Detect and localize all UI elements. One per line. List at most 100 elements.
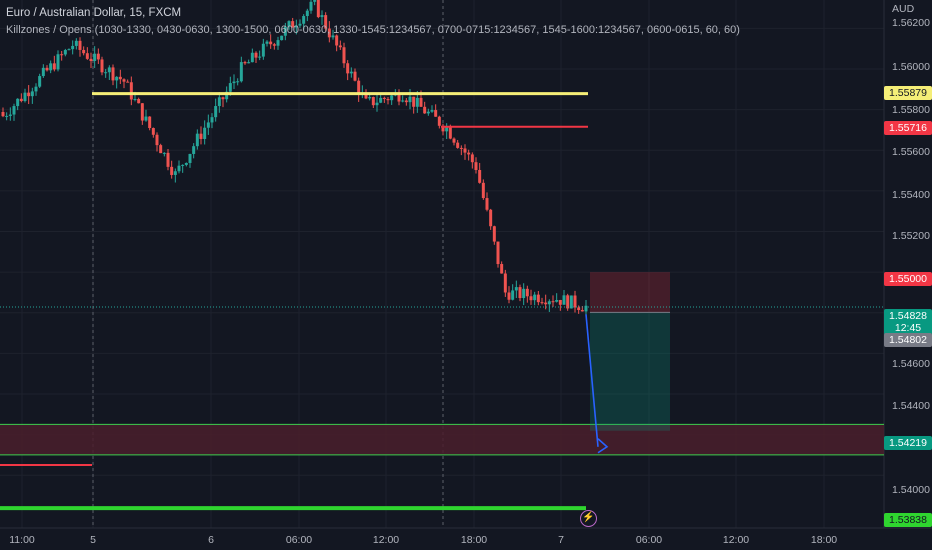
candle-body	[280, 35, 284, 41]
indicator-label[interactable]: Killzones / Opens (1030-1330, 0430-0630,…	[6, 24, 740, 36]
candle-body	[144, 116, 148, 121]
candle-body	[522, 288, 526, 299]
time-axis[interactable]: 11:00 5 6 06:00 12:00 18:00 7 06:00 12:0…	[0, 528, 932, 550]
candle-body	[173, 171, 177, 175]
candle-body	[316, 0, 320, 18]
candle-body	[93, 53, 97, 61]
candle-body	[151, 128, 155, 135]
candle-body	[85, 53, 89, 59]
overlays	[0, 92, 884, 511]
candle-body	[104, 72, 108, 74]
candle-body	[74, 40, 78, 46]
price-tick: 1.56000	[892, 61, 930, 73]
candle-body	[346, 63, 350, 74]
time-tick: 06:00	[285, 534, 313, 546]
candle-body	[192, 146, 196, 154]
candle-body	[221, 97, 225, 100]
candle-body	[445, 127, 449, 132]
candle-body	[452, 138, 456, 143]
candle-body	[437, 116, 441, 126]
candle-body	[140, 103, 144, 121]
candle-body	[137, 98, 141, 104]
candle-body	[23, 92, 27, 102]
currency-label[interactable]: AUD	[892, 3, 915, 15]
candle-body	[584, 305, 588, 312]
candle-body	[481, 182, 485, 199]
candle-body	[573, 295, 577, 308]
candle-body	[287, 21, 291, 27]
candle-body	[386, 99, 390, 101]
lightning-icon[interactable]: ⚡	[580, 510, 597, 527]
candle-body	[489, 209, 493, 227]
candle-body	[485, 198, 489, 210]
candle-body	[133, 98, 137, 100]
candle-body	[89, 58, 93, 61]
candle-body	[551, 301, 555, 303]
candle-body	[569, 295, 573, 309]
candle-body	[1, 111, 5, 117]
candle-body	[78, 40, 82, 50]
candle-body	[324, 15, 328, 29]
candles[interactable]	[1, 0, 588, 318]
candle-body	[56, 54, 60, 70]
candle-body	[415, 97, 419, 107]
candle-body	[206, 122, 210, 128]
red-level-tag: 1.55716	[884, 121, 932, 135]
candle-body	[390, 95, 394, 101]
price-axis[interactable]: 1.56200 1.56000 1.55800 1.55600 1.55400 …	[884, 0, 932, 528]
bottom-green-tag: 1.53838	[884, 513, 932, 527]
candle-body	[181, 164, 185, 166]
candle-body	[8, 114, 12, 116]
time-tick: 6	[208, 534, 214, 546]
candle-body	[27, 92, 31, 97]
candle-body	[188, 153, 192, 163]
candle-body	[492, 226, 496, 242]
symbol-title[interactable]: Euro / Australian Dollar, 15, FXCM	[6, 7, 182, 19]
candle-body	[496, 241, 500, 265]
candle-body	[382, 97, 386, 100]
take-profit-box	[590, 312, 670, 431]
candle-body	[580, 310, 584, 312]
candle-body	[148, 116, 152, 129]
candle-body	[320, 15, 324, 18]
chart-legend[interactable]: Euro / Australian Dollar, 15, FXCM Killz…	[6, 5, 740, 39]
candle-body	[547, 301, 551, 305]
candle-body	[368, 97, 372, 99]
candle-body	[478, 169, 482, 183]
candle-body	[375, 102, 379, 106]
entry-tag: 1.54802	[884, 333, 932, 347]
candle-body	[408, 96, 412, 103]
candle-body	[100, 59, 104, 73]
candle-body	[129, 82, 133, 100]
candle-body	[459, 147, 463, 149]
candle-body	[210, 117, 214, 123]
candle-body	[214, 106, 218, 118]
candle-body	[441, 125, 445, 132]
candle-body	[364, 92, 368, 99]
candle-body	[38, 76, 42, 87]
candle-body	[426, 111, 430, 114]
candle-body	[430, 110, 434, 112]
candle-body	[302, 16, 306, 24]
candle-body	[357, 80, 361, 95]
candle-body	[254, 52, 258, 58]
candle-body	[247, 62, 251, 64]
candle-body	[155, 134, 159, 146]
candle-body	[60, 54, 64, 56]
candle-body	[338, 45, 342, 48]
candle-body	[500, 264, 504, 274]
candle-body	[474, 162, 478, 170]
demand-zone	[0, 424, 884, 455]
candle-body	[225, 91, 229, 100]
candle-body	[115, 76, 119, 81]
candle-body	[419, 97, 423, 107]
candle-body	[434, 110, 438, 117]
candle-body	[309, 1, 313, 11]
candle-body	[511, 290, 515, 300]
time-tick: 18:00	[810, 534, 838, 546]
time-tick: 7	[558, 534, 564, 546]
candle-body	[41, 67, 45, 77]
candle-body	[67, 49, 71, 51]
